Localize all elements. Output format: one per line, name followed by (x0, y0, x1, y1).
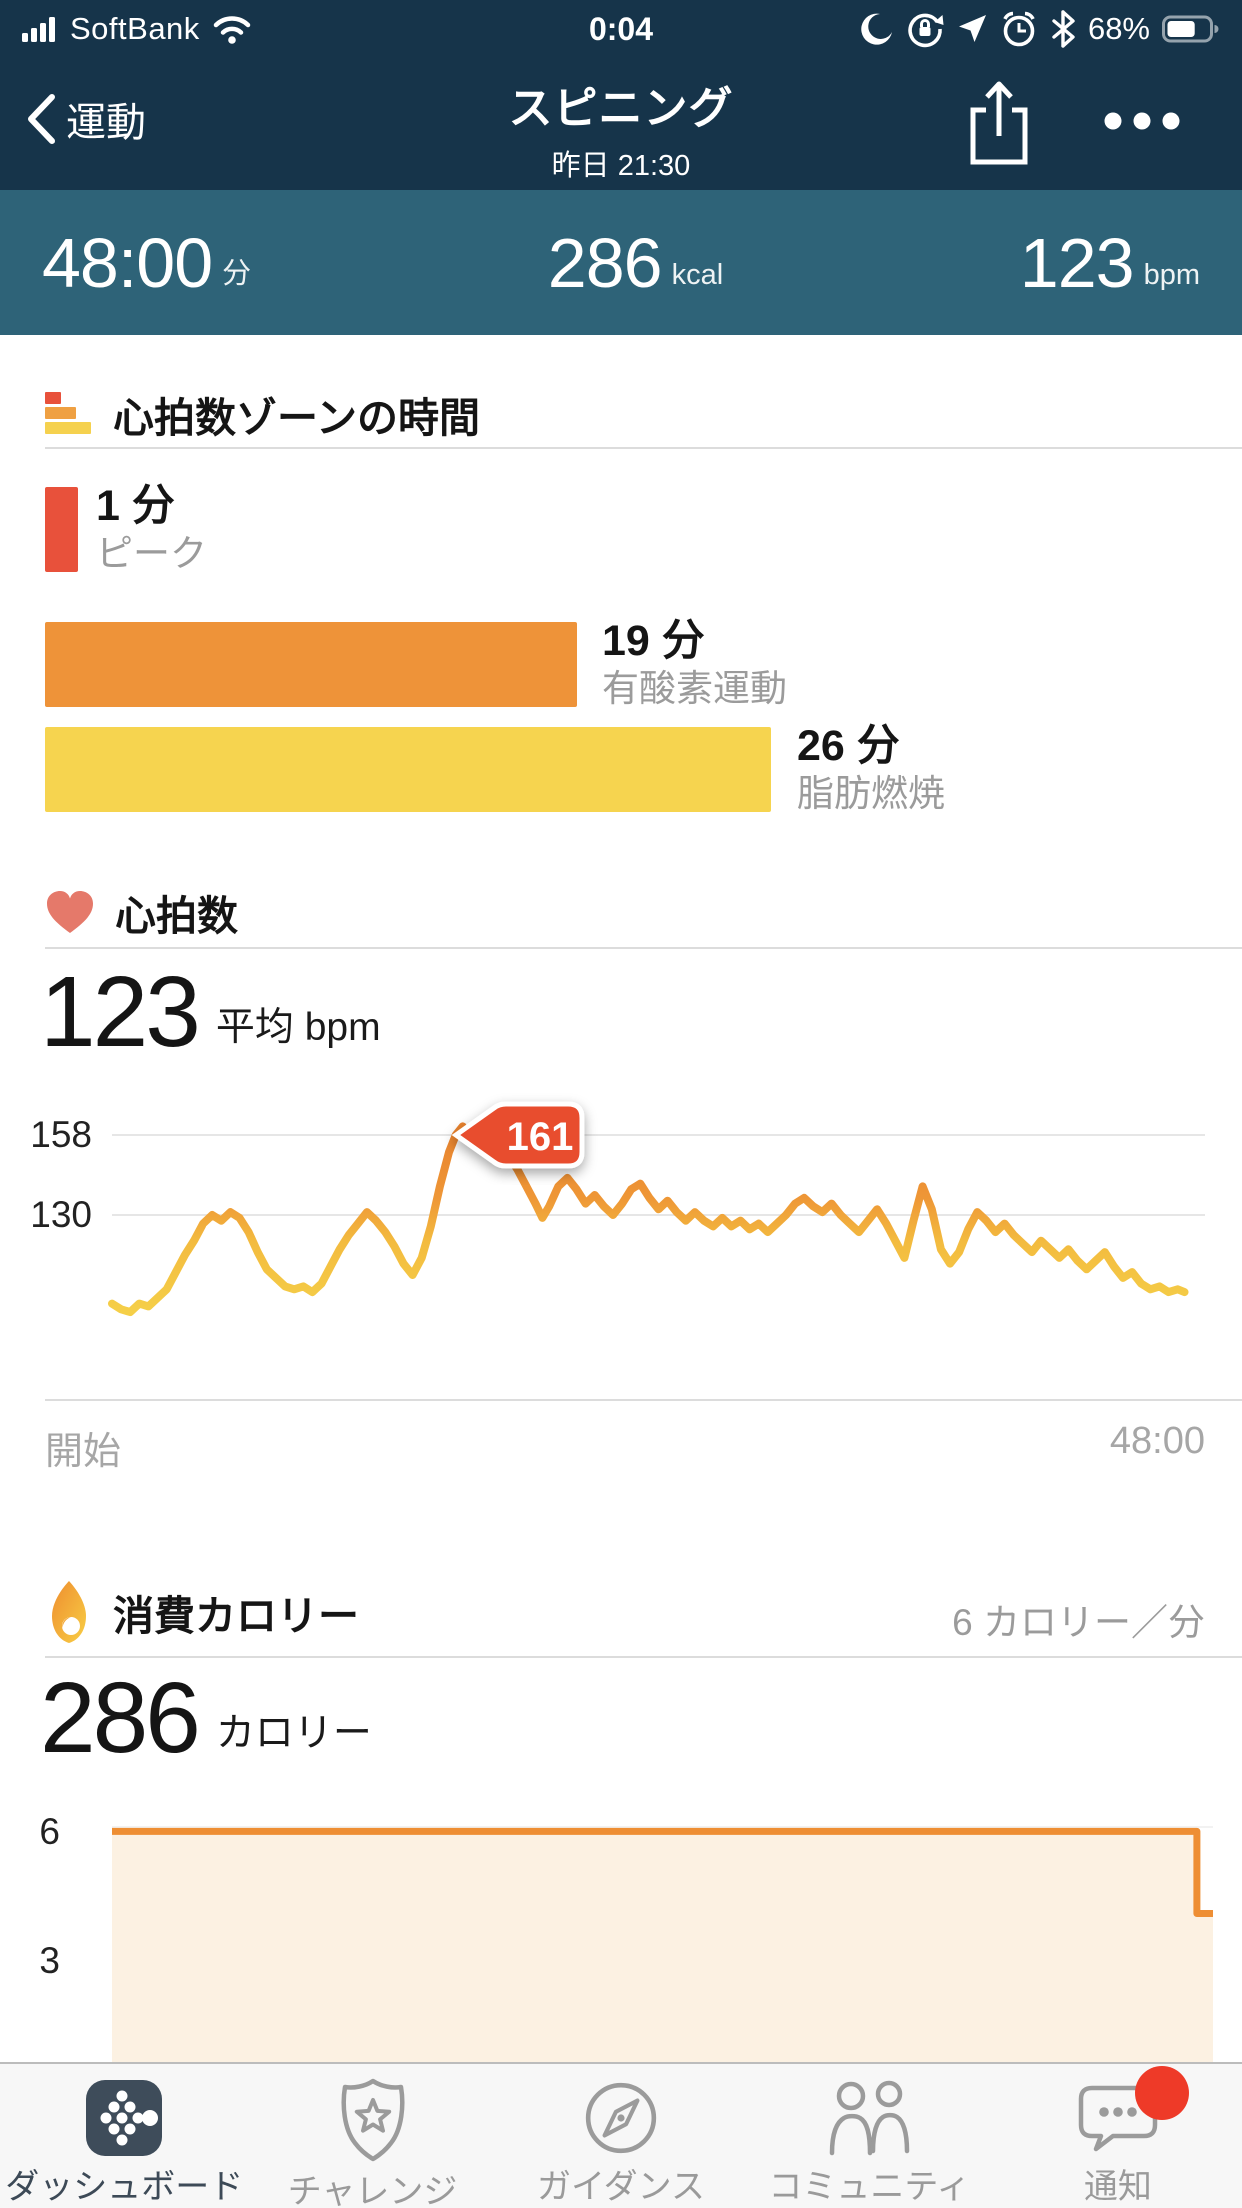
calories-value: 286 (547, 223, 663, 302)
x-axis-end-label: 48:00 (1109, 1420, 1205, 1462)
calories-total-unit: カロリー (215, 1712, 372, 1755)
ytick-130: 130 (30, 1194, 92, 1235)
calories-chart[interactable]: 6 3 (0, 1800, 1242, 2062)
tab-notifications[interactable]: 通知 (994, 2064, 1242, 2208)
heart-rate-zones-icon (45, 392, 91, 434)
calories-section-title: 消費カロリー (113, 1593, 359, 1639)
calories-rate-label: 6 カロリー／分 (952, 1602, 1205, 1643)
status-bar: SoftBank 0:04 (0, 0, 1242, 58)
heart-average-value: 123 (40, 956, 201, 1068)
wifi-icon (213, 16, 251, 44)
tab-guidance[interactable]: ガイダンス (497, 2064, 745, 2208)
nav-bar: 運動 スピニング 昨日 21:30 (0, 58, 1242, 190)
heart-rate-chart[interactable]: 158 130 161 (0, 1075, 1242, 1397)
bluetooth-icon (1052, 10, 1075, 48)
more-options-button[interactable] (1102, 110, 1182, 137)
tab-guidance-label: ガイダンス (537, 2168, 705, 2206)
peak-callout-value: 161 (507, 1115, 574, 1159)
stat-calories: 286 kcal (548, 228, 723, 298)
calories-unit: kcal (671, 258, 724, 291)
carrier-label: SoftBank (70, 11, 200, 46)
cellular-signal-icon (22, 17, 55, 42)
peak-callout-badge: 161 (451, 1101, 585, 1169)
community-people-icon (830, 2080, 910, 2155)
battery-icon (1162, 15, 1219, 43)
back-label: 運動 (66, 101, 146, 145)
duration-unit: 分 (222, 257, 252, 290)
challenges-shield-star-icon (341, 2078, 405, 2162)
divider (45, 1399, 1242, 1401)
heart-icon (47, 891, 93, 933)
calories-total: 286 カロリー (40, 1668, 372, 1768)
do-not-disturb-moon-icon (861, 13, 892, 45)
chevron-left-icon (28, 94, 55, 144)
heart-average-unit: 平均 bpm (215, 1006, 381, 1049)
guidance-compass-icon (585, 2082, 657, 2153)
page-subtitle: 昨日 21:30 (551, 150, 691, 182)
zone-bar-cardio (45, 622, 577, 707)
flame-icon (52, 1581, 86, 1643)
page-title: スピニング (508, 84, 734, 133)
calories-total-value: 286 (40, 1662, 201, 1774)
calories-line (112, 1827, 1213, 1917)
heart-rate-line (108, 1122, 1189, 1317)
duration-value: 48:00 (42, 223, 213, 302)
calories-section-header: 消費カロリー (45, 1580, 359, 1644)
zone-bar-peak (45, 487, 78, 572)
alarm-clock-icon (1003, 11, 1035, 47)
zones-section-title: 心拍数ゾーンの時間 (113, 395, 480, 441)
tab-bar: ダッシュボード チャレンジ ガイダンス (0, 2062, 1242, 2208)
calories-area-fill (112, 1831, 1213, 2062)
tab-community-label: コミュニティ (768, 2168, 971, 2206)
dashboard-fitbit-icon (86, 2079, 163, 2156)
zones-section-header: 心拍数ゾーンの時間 (45, 384, 480, 444)
zone-label-peak: 1 分 ピーク (96, 482, 207, 575)
tab-challenges[interactable]: チャレンジ (248, 2064, 496, 2208)
zone-label-cardio: 19 分 有酸素運動 (602, 617, 787, 710)
divider (45, 447, 1242, 449)
heart-rate-value: 123 (1019, 223, 1135, 302)
share-button[interactable] (966, 78, 1032, 173)
battery-percent-label: 68% (1087, 11, 1150, 46)
location-arrow-icon (958, 15, 986, 42)
back-button[interactable]: 運動 (26, 90, 146, 148)
tab-notifications-label: 通知 (1083, 2168, 1152, 2206)
ytick-158: 158 (30, 1114, 92, 1155)
ytick-3: 3 (39, 1940, 60, 1981)
zone-bar-fat-burn (45, 727, 771, 812)
rotation-lock-icon (908, 13, 944, 48)
heart-rate-average: 123 平均 bpm (40, 962, 381, 1062)
tab-challenges-label: チャレンジ (287, 2173, 458, 2208)
heart-rate-section-title: 心拍数 (115, 893, 238, 939)
tab-dashboard-label: ダッシュボード (5, 2168, 244, 2206)
heart-rate-section-header: 心拍数 (45, 882, 238, 942)
divider (45, 1656, 1242, 1658)
divider (45, 947, 1242, 949)
heart-rate-unit: bpm (1143, 258, 1200, 291)
zone-label-fat-burn: 26 分 脂肪燃焼 (797, 722, 945, 815)
notification-badge (1134, 2066, 1189, 2120)
workout-summary-band: 48:00 分 286 kcal 123 bpm (0, 190, 1242, 335)
stat-heart-rate: 123 bpm (1020, 228, 1200, 298)
ytick-6: 6 (39, 1811, 60, 1852)
ellipsis-icon (1104, 112, 1180, 130)
stat-duration: 48:00 分 (42, 228, 251, 298)
tab-community[interactable]: コミュニティ (745, 2064, 993, 2208)
header-chrome: SoftBank 0:04 (0, 0, 1242, 190)
tab-dashboard[interactable]: ダッシュボード (0, 2064, 248, 2208)
share-icon (970, 81, 1028, 165)
x-axis-start-label: 開始 (45, 1431, 122, 1473)
